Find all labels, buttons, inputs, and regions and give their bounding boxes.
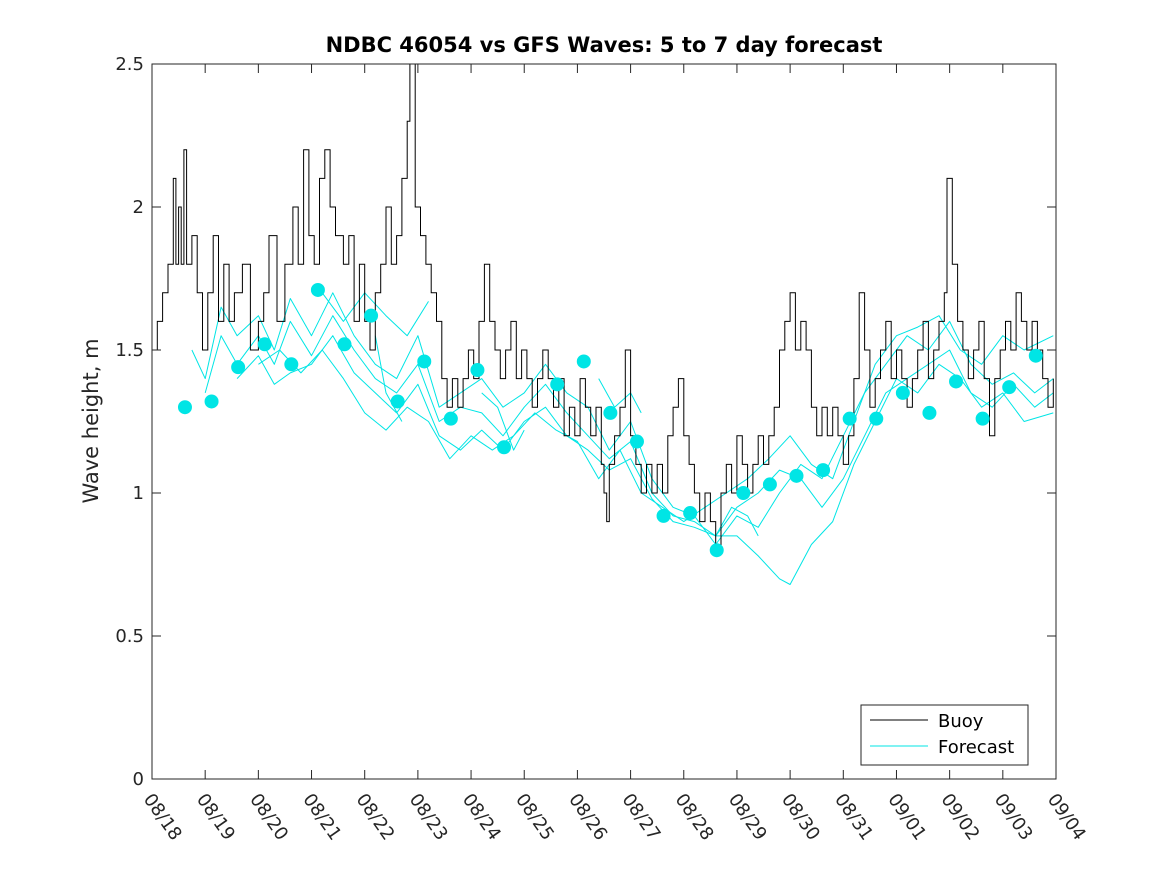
chart-title: NDBC 46054 vs GFS Waves: 5 to 7 day fore… bbox=[326, 33, 883, 57]
forecast-marker bbox=[390, 394, 405, 409]
forecast-marker bbox=[709, 543, 724, 558]
y-tick-label: 2 bbox=[133, 197, 144, 218]
legend-buoy-label: Buoy bbox=[938, 711, 984, 732]
series-layer bbox=[152, 63, 1054, 585]
y-tick-label: 1 bbox=[133, 483, 144, 504]
forecast-marker bbox=[497, 440, 512, 455]
forecast-series-line bbox=[481, 392, 525, 451]
forecast-marker bbox=[576, 354, 591, 369]
forecast-series-line bbox=[258, 315, 1054, 523]
forecast-marker bbox=[310, 282, 325, 297]
forecast-marker bbox=[603, 405, 618, 420]
forecast-marker bbox=[204, 394, 219, 409]
forecast-marker bbox=[417, 354, 432, 369]
forecast-marker bbox=[443, 411, 458, 426]
forecast-marker bbox=[869, 411, 884, 426]
forecast-marker bbox=[337, 337, 352, 352]
y-tick-label: 1.5 bbox=[115, 340, 144, 361]
forecast-marker bbox=[470, 363, 485, 378]
forecast-marker bbox=[231, 360, 246, 375]
plot-frame bbox=[151, 63, 1057, 780]
forecast-marker bbox=[789, 468, 804, 483]
forecast-marker bbox=[1002, 380, 1017, 395]
forecast-marker bbox=[922, 405, 937, 420]
forecast-marker bbox=[284, 357, 299, 372]
forecast-marker bbox=[550, 377, 565, 392]
legend-box bbox=[860, 704, 1029, 766]
buoy-series-line bbox=[152, 63, 1054, 551]
forecast-marker bbox=[762, 477, 777, 492]
plot-area bbox=[152, 64, 1056, 779]
y-tick-label: 0.5 bbox=[115, 626, 144, 647]
y-axis-label: Wave height, m bbox=[79, 338, 103, 503]
forecast-marker bbox=[1028, 348, 1043, 363]
forecast-marker bbox=[842, 411, 857, 426]
forecast-marker bbox=[816, 463, 831, 478]
forecast-series-line bbox=[374, 335, 403, 422]
forecast-marker bbox=[683, 506, 698, 521]
forecast-marker bbox=[895, 385, 910, 400]
legend-forecast-label: Forecast bbox=[938, 737, 1014, 758]
forecast-marker bbox=[364, 308, 379, 323]
y-axis: 0 0.5 1 1.5 2 2.5 bbox=[115, 54, 1056, 790]
y-tick-label: 2.5 bbox=[115, 54, 144, 75]
forecast-marker bbox=[949, 374, 964, 389]
y-tick-label: 0 bbox=[133, 769, 144, 790]
forecast-series-line bbox=[598, 378, 642, 414]
forecast-marker bbox=[736, 486, 751, 500]
forecast-series-line bbox=[715, 506, 759, 537]
forecast-marker bbox=[656, 508, 671, 523]
forecast-marker bbox=[257, 337, 272, 352]
legend: Buoy Forecast bbox=[860, 704, 1029, 766]
forecast-marker bbox=[177, 400, 192, 415]
forecast-series-line bbox=[191, 292, 1054, 545]
forecast-marker bbox=[629, 434, 644, 449]
forecast-marker bbox=[975, 411, 990, 426]
